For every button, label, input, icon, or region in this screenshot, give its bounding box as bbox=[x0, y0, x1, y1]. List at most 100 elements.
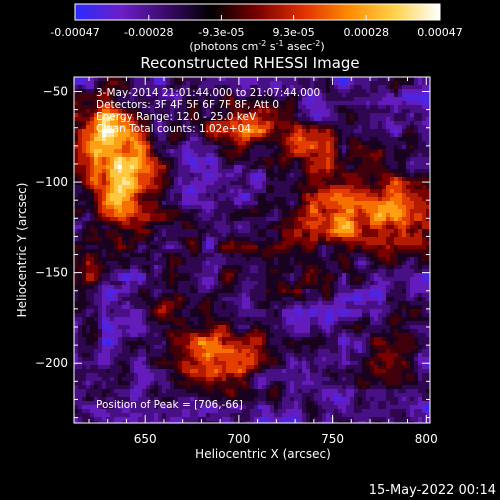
heatmap-cell bbox=[94, 197, 98, 201]
heatmap-cell bbox=[214, 205, 218, 209]
heatmap-cell bbox=[378, 273, 382, 277]
heatmap-cell bbox=[170, 189, 174, 193]
heatmap-cell bbox=[190, 81, 194, 85]
heatmap-cell bbox=[330, 205, 334, 209]
heatmap-cell bbox=[334, 165, 338, 169]
heatmap-cell bbox=[166, 213, 170, 217]
heatmap-cell bbox=[210, 269, 214, 273]
heatmap-cell bbox=[142, 237, 146, 241]
heatmap-cell bbox=[346, 121, 350, 125]
heatmap-cell bbox=[106, 193, 110, 197]
heatmap-cell bbox=[174, 109, 178, 113]
heatmap-cell bbox=[306, 101, 310, 105]
heatmap-cell bbox=[342, 269, 346, 273]
heatmap-cell bbox=[314, 225, 318, 229]
heatmap-cell bbox=[218, 89, 222, 93]
heatmap-cell bbox=[178, 269, 182, 273]
heatmap-cell bbox=[258, 289, 262, 293]
heatmap-cell bbox=[118, 281, 122, 285]
heatmap-cell bbox=[262, 277, 266, 281]
heatmap-cell bbox=[198, 197, 202, 201]
heatmap-cell bbox=[398, 173, 402, 177]
heatmap-cell bbox=[394, 153, 398, 157]
heatmap-cell bbox=[82, 185, 86, 189]
heatmap-cell bbox=[234, 165, 238, 169]
heatmap-cell bbox=[78, 93, 82, 97]
heatmap-cell bbox=[390, 173, 394, 177]
heatmap-cell bbox=[190, 193, 194, 197]
heatmap-cell bbox=[90, 93, 94, 97]
heatmap-cell bbox=[326, 213, 330, 217]
heatmap-cell bbox=[350, 277, 354, 281]
heatmap-cell bbox=[386, 161, 390, 165]
heatmap-cell bbox=[266, 273, 270, 277]
heatmap-cell bbox=[266, 129, 270, 133]
heatmap-cell bbox=[214, 137, 218, 141]
heatmap-cell bbox=[334, 105, 338, 109]
heatmap-cell bbox=[394, 157, 398, 161]
heatmap-cell bbox=[170, 257, 174, 261]
heatmap-cell bbox=[158, 93, 162, 97]
heatmap-cell bbox=[334, 289, 338, 293]
heatmap-cell bbox=[398, 193, 402, 197]
heatmap-cell bbox=[406, 113, 410, 117]
heatmap-cell bbox=[414, 137, 418, 141]
heatmap-cell bbox=[198, 109, 202, 113]
heatmap-cell bbox=[266, 245, 270, 249]
heatmap-cell bbox=[326, 185, 330, 189]
heatmap-cell bbox=[154, 253, 158, 257]
heatmap-cell bbox=[418, 241, 422, 245]
heatmap-cell bbox=[394, 97, 398, 101]
heatmap-cell bbox=[262, 181, 266, 185]
heatmap-cell bbox=[374, 157, 378, 161]
heatmap-cell bbox=[386, 133, 390, 137]
heatmap-cell bbox=[278, 109, 282, 113]
heatmap-cell bbox=[278, 241, 282, 245]
heatmap-cell bbox=[350, 265, 354, 269]
heatmap-cell bbox=[202, 245, 206, 249]
heatmap-cell bbox=[334, 221, 338, 225]
heatmap-cell bbox=[274, 197, 278, 201]
heatmap-cell bbox=[346, 237, 350, 241]
heatmap-cell bbox=[318, 205, 322, 209]
heatmap-cell bbox=[122, 165, 126, 169]
heatmap-cell bbox=[206, 213, 210, 217]
heatmap-cell bbox=[110, 217, 114, 221]
heatmap-cell bbox=[162, 265, 166, 269]
heatmap-cell bbox=[122, 101, 126, 105]
heatmap-cell bbox=[94, 253, 98, 257]
heatmap-cell bbox=[118, 225, 122, 229]
heatmap-cell bbox=[198, 105, 202, 109]
heatmap-cell bbox=[78, 113, 82, 117]
heatmap-cell bbox=[86, 265, 90, 269]
heatmap-cell bbox=[94, 145, 98, 149]
heatmap-cell bbox=[318, 281, 322, 285]
heatmap-cell bbox=[90, 205, 94, 209]
heatmap-cell bbox=[214, 133, 218, 137]
heatmap-cell bbox=[94, 297, 98, 301]
heatmap-cell bbox=[146, 253, 150, 257]
heatmap-cell bbox=[214, 165, 218, 169]
heatmap-cell bbox=[118, 297, 122, 301]
heatmap-cell bbox=[138, 125, 142, 129]
heatmap-cell bbox=[358, 129, 362, 133]
heatmap-cell bbox=[102, 289, 106, 293]
heatmap-cell bbox=[346, 297, 350, 301]
heatmap-cell bbox=[298, 181, 302, 185]
heatmap-cell bbox=[206, 193, 210, 197]
heatmap-cell bbox=[198, 269, 202, 273]
heatmap-cell bbox=[78, 181, 82, 185]
heatmap-cell bbox=[390, 197, 394, 201]
heatmap-cell bbox=[290, 181, 294, 185]
heatmap-cell bbox=[326, 277, 330, 281]
heatmap-cell bbox=[266, 213, 270, 217]
heatmap-cell bbox=[158, 257, 162, 261]
heatmap-cell bbox=[302, 265, 306, 269]
heatmap-cell bbox=[182, 281, 186, 285]
heatmap-cell bbox=[210, 209, 214, 213]
heatmap-cell bbox=[110, 261, 114, 265]
heatmap-cell bbox=[150, 269, 154, 273]
heatmap-cell bbox=[362, 165, 366, 169]
heatmap-cell bbox=[282, 145, 286, 149]
heatmap-cell bbox=[354, 93, 358, 97]
